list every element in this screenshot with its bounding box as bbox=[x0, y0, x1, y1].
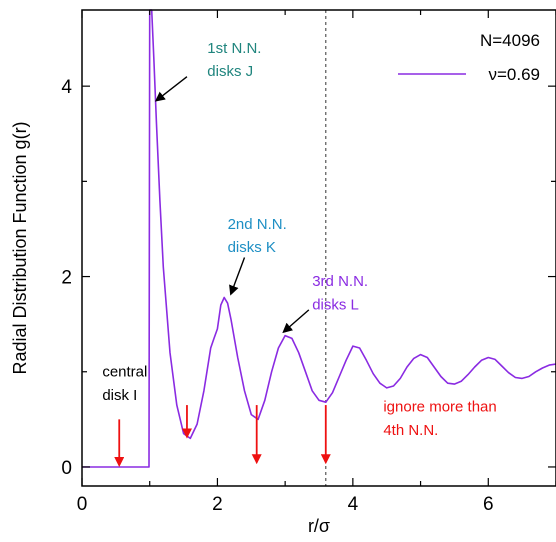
annotation-arrow bbox=[229, 257, 246, 296]
x-tick-label: 2 bbox=[212, 494, 223, 515]
annotation-line: 3rd N.N. bbox=[312, 273, 368, 290]
x-tick-label: 0 bbox=[77, 494, 88, 515]
annotation-text: 1st N.N. disks J bbox=[207, 40, 261, 80]
plot-frame bbox=[81, 9, 556, 487]
annotation-line: 2nd N.N. bbox=[228, 216, 287, 233]
x-axis-label: r/σ bbox=[308, 516, 330, 536]
y-tick-label: 4 bbox=[61, 77, 72, 98]
y-axis-label: Radial Distribution Function g(r) bbox=[10, 121, 30, 374]
annotation-line: disk I bbox=[102, 387, 137, 404]
annotation-text: ignore more than 4th N.N. bbox=[383, 399, 496, 439]
y-tick-label: 2 bbox=[61, 268, 72, 289]
annotation-text: 2nd N.N. disks K bbox=[228, 216, 287, 256]
legend-header: N=4096 bbox=[480, 31, 540, 50]
legend: N=4096 ν=0.69 bbox=[398, 31, 540, 84]
annotation-text: central disk I bbox=[102, 364, 147, 404]
y-tick-label: 0 bbox=[61, 458, 72, 479]
x-tick-label: 6 bbox=[483, 494, 494, 515]
annotation-arrow bbox=[282, 309, 310, 334]
axes: 0 2 4 6 0 2 4 bbox=[61, 9, 556, 515]
legend-label: ν=0.69 bbox=[488, 65, 540, 84]
annotation-line: 4th N.N. bbox=[383, 422, 438, 439]
annotation-text: 3rd N.N. disks L bbox=[312, 273, 368, 313]
annotations: 1st N.N. disks J 2nd N.N. disks K 3rd N.N. di… bbox=[102, 40, 497, 468]
annotation-line: ignore more than bbox=[383, 399, 496, 416]
annotation-line: disks J bbox=[207, 63, 253, 80]
x-tick-label: 4 bbox=[348, 494, 359, 515]
annotation-line: 1st N.N. bbox=[207, 40, 261, 57]
annotation-line: central bbox=[102, 364, 147, 381]
annotation-line: disks L bbox=[312, 296, 359, 313]
annotation-line: disks K bbox=[228, 239, 276, 256]
annotation-arrow bbox=[154, 76, 188, 102]
